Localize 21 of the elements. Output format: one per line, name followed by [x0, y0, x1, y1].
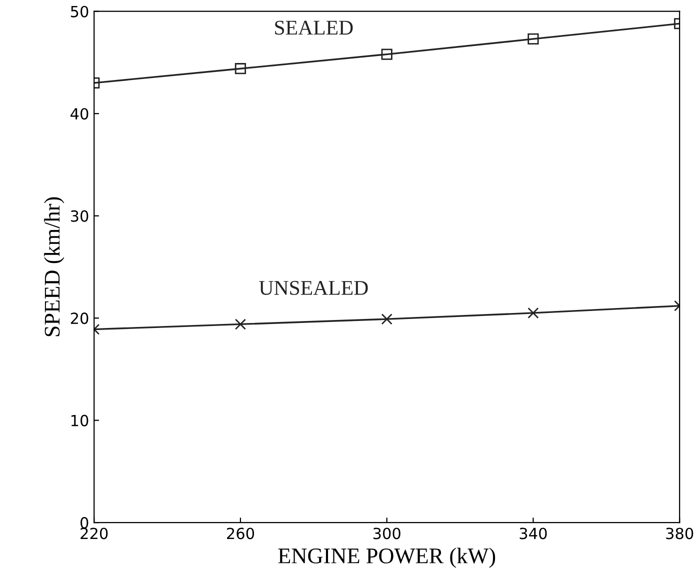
x-tick-label: 340 [520, 528, 547, 540]
point [381, 314, 392, 325]
y-tick-label: 40 [70, 108, 88, 120]
point [234, 318, 246, 330]
y-tick-label: 0 [80, 517, 88, 529]
x-tick-label: 300 [373, 528, 400, 540]
x-tick-label: 380 [666, 528, 694, 540]
y-tick-label: 20 [70, 312, 88, 324]
point [381, 48, 392, 60]
y-tick-label: 50 [70, 6, 88, 18]
y-tick-label: 30 [70, 210, 88, 222]
series-label: UNSEALED [259, 280, 368, 295]
x-axis-title: ENGINE POWER (kW) [278, 548, 496, 568]
y-tick-label: 10 [71, 414, 88, 426]
series-label: SEALED [275, 20, 353, 35]
point [234, 63, 246, 74]
point [528, 307, 539, 319]
point [528, 33, 539, 45]
x-tick-label: 260 [227, 528, 254, 540]
x-tick-label: 220 [80, 528, 108, 540]
y-axis-title: SPEED (km/hr) [44, 197, 64, 336]
